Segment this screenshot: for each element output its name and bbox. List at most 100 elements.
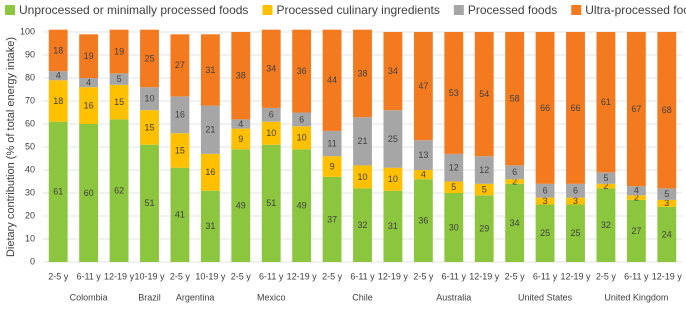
x-tick-label: 10-19 y — [195, 271, 226, 281]
bar-segment — [535, 32, 555, 184]
bar-segment — [79, 34, 99, 78]
value-label: 24 — [662, 229, 672, 239]
bar-segment — [444, 153, 464, 182]
bar-segment — [322, 130, 342, 157]
value-label: 66 — [540, 103, 550, 113]
bar-segment — [79, 78, 99, 88]
legend-label: Unprocessed or minimally processed foods — [19, 3, 248, 17]
bar-segment — [626, 32, 646, 187]
bar-segment — [322, 176, 342, 262]
value-label: 5 — [117, 74, 122, 84]
value-label: 49 — [236, 201, 246, 211]
value-label: 4 — [634, 186, 639, 196]
group-label: United States — [518, 292, 573, 302]
bar-segment — [413, 32, 433, 141]
value-label: 66 — [570, 103, 580, 113]
bar-segment — [261, 107, 281, 122]
bar-segment — [231, 32, 251, 120]
value-label: 18 — [53, 96, 63, 106]
y-axis-title: Dietary contribution (% of total energy … — [5, 37, 17, 257]
x-tick-label: 2-5 y — [48, 271, 69, 281]
bar-segment — [261, 144, 281, 262]
group-label: Mexico — [257, 292, 286, 302]
x-tick-label: 12-19 y — [469, 271, 500, 281]
value-label: 16 — [84, 100, 94, 110]
bar-segment — [566, 204, 585, 262]
bar-segment — [474, 156, 494, 184]
bar-segment — [353, 188, 372, 262]
x-tick-label: 10-19 y — [134, 271, 165, 281]
value-label: 51 — [144, 198, 154, 208]
value-label: 68 — [662, 105, 672, 115]
value-label: 3 — [664, 198, 669, 208]
value-label: 15 — [175, 145, 185, 155]
value-label: 61 — [601, 97, 611, 107]
y-tick-label: 100 — [20, 26, 35, 36]
value-label: 21 — [205, 125, 215, 135]
bar-segment — [596, 188, 616, 262]
bar-segment — [474, 195, 494, 262]
bar-segment — [48, 29, 68, 72]
y-tick-label: 50 — [25, 141, 35, 151]
value-label: 10 — [297, 133, 307, 143]
bar-segment — [413, 170, 433, 180]
value-label: 2 — [634, 192, 639, 202]
bar-segment — [413, 179, 433, 262]
value-label: 34 — [388, 66, 398, 76]
value-label: 25 — [570, 228, 580, 238]
legend-swatch — [5, 5, 15, 15]
x-tick-label: 2-5 y — [505, 271, 526, 281]
x-tick-label: 12-19 y — [652, 271, 683, 281]
bar-segment — [474, 183, 494, 196]
x-tick-label: 6-11 y — [533, 271, 558, 281]
bar-segment — [79, 87, 99, 124]
group-label: Brazil — [138, 292, 161, 302]
legend-label: Processed culinary ingredients — [276, 3, 439, 17]
bar-segment — [626, 186, 646, 196]
bar-segment — [170, 133, 190, 168]
bar-segment — [566, 183, 585, 198]
bar-segment — [109, 119, 129, 263]
value-label: 2 — [603, 181, 608, 191]
bar-segment — [140, 29, 159, 88]
value-label: 5 — [451, 182, 456, 192]
value-label: 10 — [357, 172, 367, 182]
bar-segment — [383, 32, 403, 111]
bar-segment — [48, 80, 68, 122]
value-label: 34 — [266, 64, 276, 74]
bar-segment — [200, 190, 220, 262]
value-label: 6 — [543, 186, 548, 196]
value-label: 2 — [512, 176, 517, 186]
value-label: 34 — [510, 218, 520, 228]
value-label: 27 — [175, 60, 185, 70]
bar-segment — [596, 32, 616, 173]
x-tick-label: 12-19 y — [560, 271, 591, 281]
value-label: 15 — [114, 97, 124, 107]
x-tick-label: 2-5 y — [413, 271, 434, 281]
bar-segment — [322, 156, 342, 177]
bar-segment — [200, 105, 220, 154]
y-tick-label: 60 — [25, 118, 35, 128]
bar-segment — [535, 204, 555, 262]
y-tick-label: 40 — [25, 164, 35, 174]
bar-segment — [535, 197, 555, 205]
value-label: 49 — [297, 201, 307, 211]
value-label: 10 — [144, 94, 154, 104]
bar-segment — [353, 29, 372, 118]
value-label: 58 — [510, 94, 520, 104]
bar-segment — [48, 71, 68, 81]
bar-segment — [109, 29, 129, 74]
value-label: 61 — [53, 187, 63, 197]
value-label: 18 — [53, 45, 63, 55]
value-label: 4 — [86, 77, 91, 87]
value-label: 32 — [357, 220, 367, 230]
value-label: 38 — [236, 71, 246, 81]
value-label: 60 — [84, 188, 94, 198]
bar-segment — [413, 140, 433, 170]
bar-segment — [231, 119, 251, 129]
value-label: 19 — [114, 46, 124, 56]
bar-segment — [596, 172, 616, 184]
legend-swatch — [453, 5, 464, 15]
bar-segment — [48, 121, 68, 262]
value-label: 47 — [418, 81, 428, 91]
